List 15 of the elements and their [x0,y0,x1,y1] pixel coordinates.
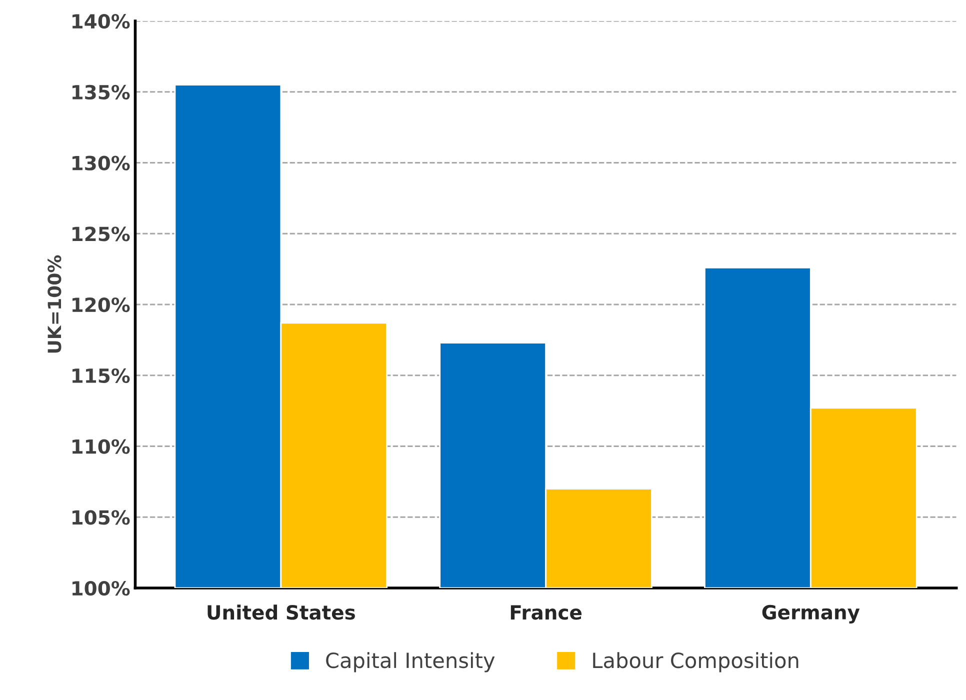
legend-label: Capital Intensity [326,652,495,672]
y-tick-label: 120% [72,297,130,312]
y-tick-label: 130% [72,156,130,170]
y-tick-label: 135% [72,84,130,100]
y-tick-label: 140% [72,14,130,29]
y-tick-label: 115% [72,368,130,384]
y-axis-title: UK=100% [48,255,62,353]
x-tick-label: France [510,605,582,620]
y-tick-label: 110% [72,439,130,454]
legend-label: Labour Composition [593,652,798,672]
y-tick-label: 100% [72,580,130,596]
y-tick-label: 125% [72,226,130,242]
y-tick-label: 105% [72,510,130,525]
x-tick-label: Germany [762,604,860,624]
x-tick-label: United States [208,604,355,620]
